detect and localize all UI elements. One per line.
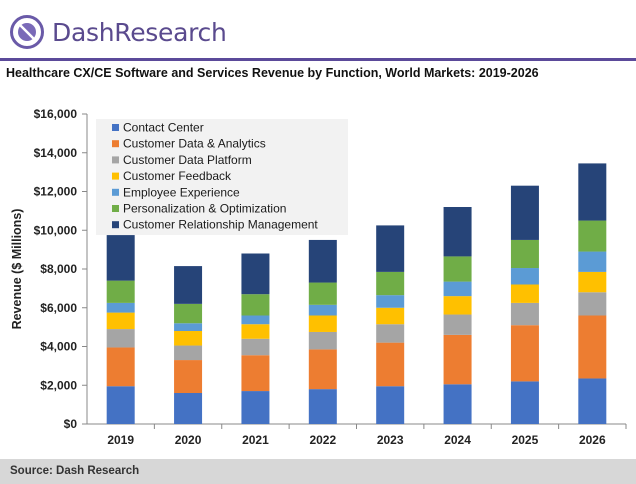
bar-segment: [376, 386, 405, 424]
bar-segment: [241, 391, 270, 424]
y-tick-label: $16,000: [34, 107, 78, 121]
bar-segment: [106, 312, 135, 330]
x-tick-label: 2021: [242, 433, 269, 447]
bar-segment: [308, 389, 337, 424]
stacked-bar-chart: $0 $2,000 $4,000 $6,000 $8,000 $10,000 $12,000…: [10, 107, 627, 447]
bar-segment: [578, 271, 607, 293]
bar-segment: [510, 284, 539, 303]
y-tick-label: $4,000: [40, 340, 77, 354]
bar-segment: [578, 292, 607, 316]
legend-entry: Customer Data Platform: [123, 153, 252, 167]
bar-segment: [443, 281, 472, 297]
legend-entry: Customer Feedback: [123, 169, 232, 183]
bar-segment: [106, 347, 135, 387]
chart-title: Healthcare CX/CE Software and Services R…: [6, 66, 539, 80]
bar-segment: [376, 307, 405, 325]
source-note: Source: Dash Research: [10, 465, 140, 477]
bar-segment: [443, 334, 472, 385]
bar-segment: [308, 315, 337, 332]
bar-segment: [308, 349, 337, 390]
bar-segment: [376, 342, 405, 387]
bar-segment: [308, 282, 337, 305]
legend-entry: Contact Center: [123, 121, 204, 135]
bar-segment: [308, 304, 337, 316]
y-axis-label: Revenue ($ Millions): [10, 209, 24, 330]
bar-segment: [174, 393, 203, 424]
y-tick-label: $14,000: [34, 146, 78, 160]
legend-swatch: [112, 205, 119, 212]
legend-entry: Personalization & Optimization: [123, 202, 286, 216]
legend-swatch: [112, 140, 119, 148]
legend-swatch: [112, 156, 119, 164]
bar-segment: [106, 329, 135, 348]
bar-segment: [510, 185, 539, 240]
legend: [96, 119, 348, 235]
bar-segment: [174, 360, 203, 393]
bar-segment: [174, 331, 203, 346]
brand-logo: DashResearch: [10, 12, 227, 52]
bar-segment: [510, 239, 539, 269]
bar-segment: [443, 256, 472, 282]
bar-segment: [578, 220, 607, 252]
bar-segment: [376, 271, 405, 296]
bar-segment: [376, 225, 405, 272]
bar-segment: [106, 386, 135, 424]
bar-segment: [106, 302, 135, 313]
x-tick-label: 2025: [512, 433, 539, 447]
y-tick-label: $6,000: [40, 301, 77, 315]
bar-segment: [578, 251, 607, 272]
bar-segment: [578, 315, 607, 379]
legend-swatch: [112, 172, 119, 180]
bar-segment: [106, 280, 135, 303]
legend-swatch: [112, 221, 119, 229]
bar-segment: [241, 355, 270, 392]
bar-segment: [510, 302, 539, 326]
bar-segment: [174, 323, 203, 331]
x-tick-label: 2022: [309, 433, 336, 447]
bar-segment: [241, 294, 270, 316]
legend-entry: Customer Relationship Management: [123, 218, 318, 232]
bar-segment: [174, 345, 203, 361]
bar-segment: [106, 235, 135, 281]
legend-entry: Employee Experience: [123, 185, 240, 199]
y-tick-label: $8,000: [40, 262, 77, 276]
legend-swatch: [112, 188, 119, 196]
x-tick-label: 2019: [107, 433, 134, 447]
bar-segment: [510, 381, 539, 424]
source-footer: Source: Dash Research: [0, 459, 636, 484]
legend-entry: Customer Data & Analytics: [123, 137, 266, 151]
y-tick-label: $10,000: [34, 223, 78, 237]
bar-segment: [443, 384, 472, 424]
brand-name: DashResearch: [52, 17, 227, 47]
bar-segment: [443, 207, 472, 257]
x-tick-label: 2024: [444, 433, 471, 447]
bar-segment: [174, 303, 203, 324]
bar-segment: [578, 163, 607, 221]
bar-segment: [443, 296, 472, 315]
bar-segment: [241, 338, 270, 356]
x-tick-label: 2020: [175, 433, 202, 447]
bar-segment: [241, 324, 270, 339]
bar-segment: [376, 295, 405, 308]
bar-segment: [174, 266, 203, 304]
bar-segment: [308, 331, 337, 350]
bar-segment: [578, 378, 607, 424]
bar-segment: [308, 239, 337, 283]
y-tick-label: $0: [64, 417, 78, 431]
bar-segment: [241, 253, 270, 295]
dash-research-logo-icon: [10, 15, 44, 49]
header-divider: [0, 58, 636, 61]
legend-swatch: [112, 124, 119, 131]
bar-segment: [376, 324, 405, 343]
bar-segment: [510, 325, 539, 382]
y-tick-label: $2,000: [40, 378, 77, 392]
bar-segment: [443, 314, 472, 335]
bar-segment: [241, 315, 270, 325]
y-tick-label: $12,000: [34, 185, 78, 199]
bar-segment: [510, 268, 539, 285]
x-tick-label: 2026: [579, 433, 606, 447]
x-tick-label: 2023: [377, 433, 404, 447]
